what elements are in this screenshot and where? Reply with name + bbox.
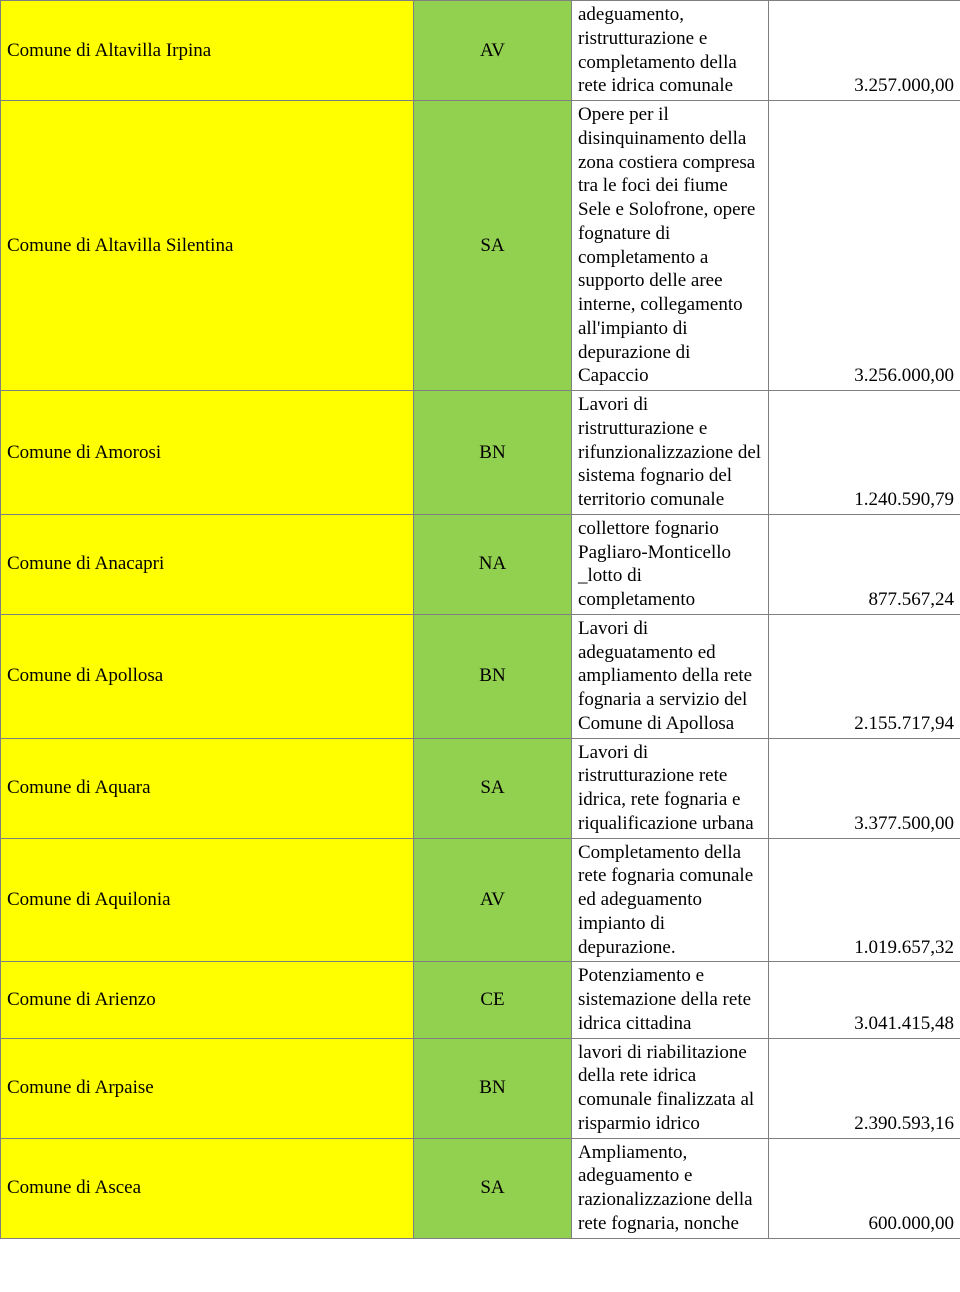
description-cell: lavori di riabilitazione della rete idri… [572, 1038, 769, 1138]
province-cell: BN [414, 1038, 572, 1138]
comune-cell: Comune di Arpaise [1, 1038, 414, 1138]
province-cell: SA [414, 738, 572, 838]
table-row: Comune di AquaraSALavori di ristrutturaz… [1, 738, 960, 838]
description-cell: Ampliamento, adeguamento e razionalizzaz… [572, 1138, 769, 1238]
amount-cell: 3.377.500,00 [769, 738, 960, 838]
province-cell: AV [414, 838, 572, 962]
province-cell: SA [414, 101, 572, 391]
description-cell: Potenziamento e sistemazione della rete … [572, 962, 769, 1038]
amount-cell: 3.257.000,00 [769, 1, 960, 101]
comune-cell: Comune di Apollosa [1, 614, 414, 738]
table-row: Comune di ArienzoCEPotenziamento e siste… [1, 962, 960, 1038]
description-cell: Opere per il disinquinamento della zona … [572, 101, 769, 391]
table-row: Comune di AsceaSAAmpliamento, adeguament… [1, 1138, 960, 1238]
comune-cell: Comune di Altavilla Silentina [1, 101, 414, 391]
amount-cell: 2.390.593,16 [769, 1038, 960, 1138]
comune-cell: Comune di Aquara [1, 738, 414, 838]
amount-cell: 3.256.000,00 [769, 101, 960, 391]
amount-cell: 1.019.657,32 [769, 838, 960, 962]
comune-cell: Comune di Ascea [1, 1138, 414, 1238]
province-cell: AV [414, 1, 572, 101]
amount-cell: 3.041.415,48 [769, 962, 960, 1038]
description-cell: Completamento della rete fognaria comuna… [572, 838, 769, 962]
table-row: Comune di AmorosiBNLavori di ristruttura… [1, 391, 960, 515]
table-body: Comune di Altavilla IrpinaAVadeguamento,… [1, 1, 960, 1239]
description-cell: collettore fognario Pagliaro-Monticello … [572, 514, 769, 614]
comune-cell: Comune di Altavilla Irpina [1, 1, 414, 101]
table-row: Comune di Altavilla SilentinaSAOpere per… [1, 101, 960, 391]
province-cell: NA [414, 514, 572, 614]
table-row: Comune di Altavilla IrpinaAVadeguamento,… [1, 1, 960, 101]
description-cell: adeguamento, ristrutturazione e completa… [572, 1, 769, 101]
description-cell: Lavori di ristrutturazione rete idrica, … [572, 738, 769, 838]
province-cell: BN [414, 391, 572, 515]
province-cell: SA [414, 1138, 572, 1238]
comune-cell: Comune di Amorosi [1, 391, 414, 515]
table-row: Comune di ApollosaBNLavori di adeguatame… [1, 614, 960, 738]
amount-cell: 1.240.590,79 [769, 391, 960, 515]
table-row: Comune di ArpaiseBNlavori di riabilitazi… [1, 1038, 960, 1138]
amount-cell: 877.567,24 [769, 514, 960, 614]
description-cell: Lavori di adeguatamento ed ampliamento d… [572, 614, 769, 738]
table-row: Comune di AquiloniaAVCompletamento della… [1, 838, 960, 962]
table-row: Comune di AnacapriNAcollettore fognario … [1, 514, 960, 614]
comune-cell: Comune di Anacapri [1, 514, 414, 614]
amount-cell: 600.000,00 [769, 1138, 960, 1238]
funding-table: Comune di Altavilla IrpinaAVadeguamento,… [0, 0, 960, 1239]
description-cell: Lavori di ristrutturazione e rifunzional… [572, 391, 769, 515]
amount-cell: 2.155.717,94 [769, 614, 960, 738]
comune-cell: Comune di Arienzo [1, 962, 414, 1038]
comune-cell: Comune di Aquilonia [1, 838, 414, 962]
province-cell: BN [414, 614, 572, 738]
province-cell: CE [414, 962, 572, 1038]
